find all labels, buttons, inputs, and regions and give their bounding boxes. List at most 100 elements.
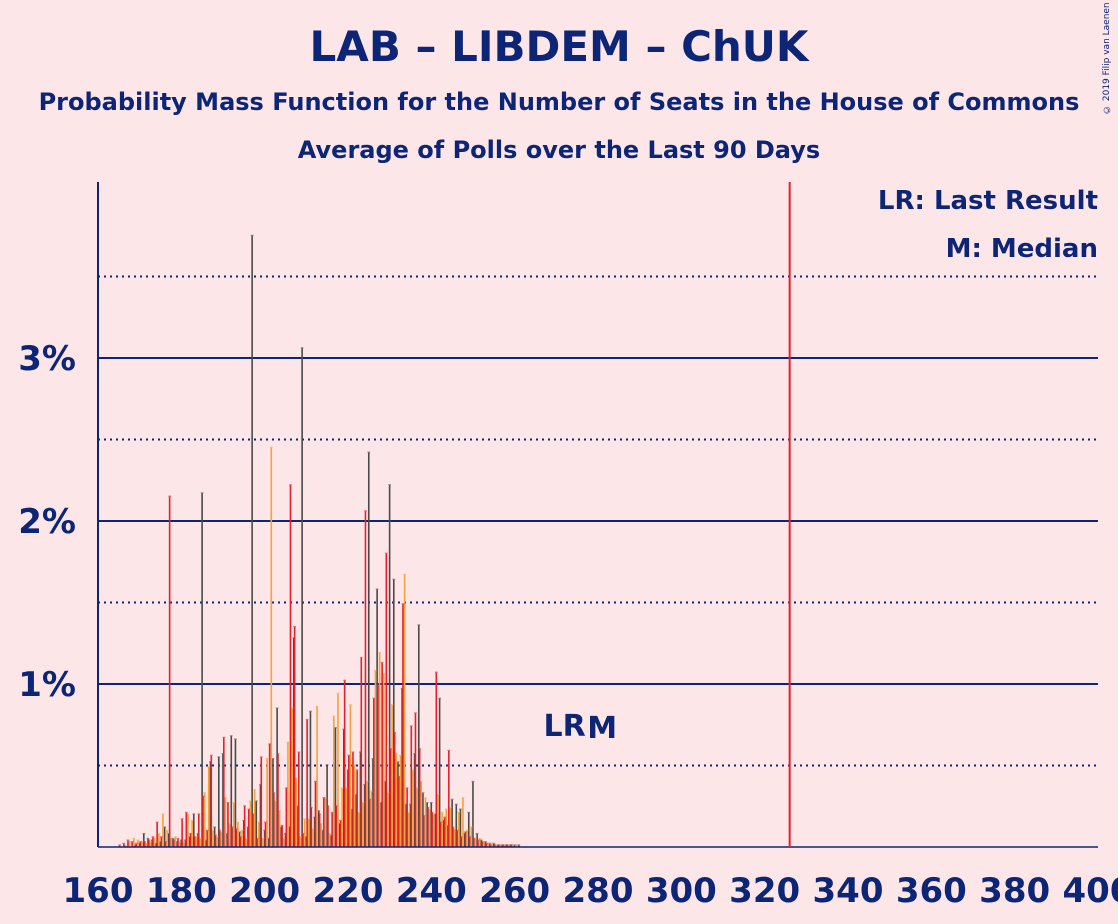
bar bbox=[285, 788, 288, 847]
bar-cap bbox=[146, 837, 150, 840]
bar bbox=[498, 845, 500, 847]
x-tick-label: 360 bbox=[896, 871, 967, 911]
bar bbox=[188, 837, 191, 847]
bar bbox=[159, 842, 162, 847]
bar-cap bbox=[384, 552, 388, 554]
bar-cap bbox=[413, 753, 417, 755]
bar-cap bbox=[265, 757, 269, 760]
bar bbox=[252, 814, 254, 847]
bar bbox=[427, 807, 429, 847]
bar bbox=[502, 845, 504, 847]
bar-cap bbox=[243, 805, 247, 807]
bar bbox=[298, 752, 300, 847]
bar-cap bbox=[130, 841, 134, 843]
bar-cap bbox=[471, 780, 475, 782]
bar bbox=[305, 837, 308, 847]
x-tick-label: 400 bbox=[1063, 871, 1118, 911]
bar-cap bbox=[215, 836, 219, 838]
bar-cap bbox=[275, 707, 279, 709]
bar bbox=[348, 755, 350, 847]
bar-cap bbox=[492, 842, 496, 844]
bar bbox=[299, 837, 302, 847]
bar bbox=[506, 845, 508, 847]
bar bbox=[145, 843, 148, 847]
bar bbox=[405, 804, 408, 847]
bar bbox=[378, 653, 381, 847]
bar-cap bbox=[188, 836, 192, 838]
bar-cap bbox=[192, 813, 196, 815]
bar-cap bbox=[211, 829, 215, 831]
bar-cap bbox=[350, 808, 354, 810]
bar bbox=[143, 842, 146, 847]
bar-cap bbox=[374, 669, 377, 672]
bar bbox=[388, 485, 391, 847]
bar-cap bbox=[343, 679, 347, 681]
bar bbox=[464, 832, 467, 847]
bar bbox=[414, 713, 417, 847]
bar bbox=[316, 706, 318, 847]
bar-cap bbox=[209, 761, 212, 763]
bar-cap bbox=[494, 844, 498, 846]
bar bbox=[472, 781, 474, 847]
bar-cap bbox=[124, 844, 127, 846]
bar bbox=[232, 802, 235, 847]
bar-cap bbox=[276, 753, 280, 755]
bar-cap bbox=[399, 754, 402, 756]
bar-cap bbox=[355, 769, 359, 771]
bar bbox=[493, 845, 496, 847]
bar-cap bbox=[434, 671, 438, 673]
bar bbox=[416, 788, 418, 847]
bar-cap bbox=[151, 836, 155, 838]
bar bbox=[387, 793, 389, 847]
bar bbox=[352, 752, 354, 847]
bar bbox=[214, 835, 217, 847]
bar bbox=[434, 814, 437, 847]
axes bbox=[97, 182, 1098, 848]
bar-cap bbox=[486, 842, 490, 844]
bar bbox=[241, 830, 243, 847]
bar-cap bbox=[317, 810, 321, 812]
bar-cap bbox=[303, 818, 307, 820]
bar-cap bbox=[194, 836, 198, 838]
bar-cap bbox=[329, 834, 333, 836]
bar bbox=[278, 811, 281, 847]
bar bbox=[260, 757, 263, 847]
bar bbox=[389, 749, 392, 847]
bar bbox=[314, 781, 317, 847]
bar bbox=[334, 728, 337, 847]
bar bbox=[293, 626, 296, 847]
bar-cap bbox=[280, 824, 284, 827]
bar bbox=[168, 496, 171, 847]
bar-cap bbox=[272, 792, 276, 794]
bar bbox=[220, 832, 223, 847]
bar-cap bbox=[153, 837, 157, 840]
bar-cap bbox=[340, 787, 344, 789]
bar-cap bbox=[234, 738, 237, 740]
bar-cap bbox=[444, 808, 448, 810]
bar-cap bbox=[459, 808, 462, 810]
bar-cap bbox=[264, 821, 267, 823]
bar-cap bbox=[484, 841, 487, 843]
bar-cap bbox=[367, 451, 371, 453]
bar-cap bbox=[382, 673, 386, 675]
bar bbox=[503, 845, 506, 847]
bar-cap bbox=[457, 811, 461, 813]
bar-cap bbox=[219, 831, 223, 833]
bar bbox=[231, 827, 233, 847]
bar bbox=[259, 785, 262, 847]
bar bbox=[123, 843, 125, 847]
bar-cap bbox=[253, 788, 257, 791]
bar bbox=[331, 812, 333, 847]
bar-cap bbox=[172, 839, 176, 841]
bar-cap bbox=[454, 803, 458, 805]
bar-cap bbox=[338, 823, 342, 825]
bar-cap bbox=[301, 832, 305, 835]
bar-cap bbox=[300, 347, 304, 349]
bar-cap bbox=[269, 446, 273, 448]
bar-cap bbox=[190, 819, 194, 822]
bar-cap bbox=[268, 743, 272, 745]
bar bbox=[313, 817, 316, 847]
bar-cap bbox=[490, 842, 494, 844]
bar-cap bbox=[314, 780, 317, 782]
bar-cap bbox=[307, 818, 311, 820]
